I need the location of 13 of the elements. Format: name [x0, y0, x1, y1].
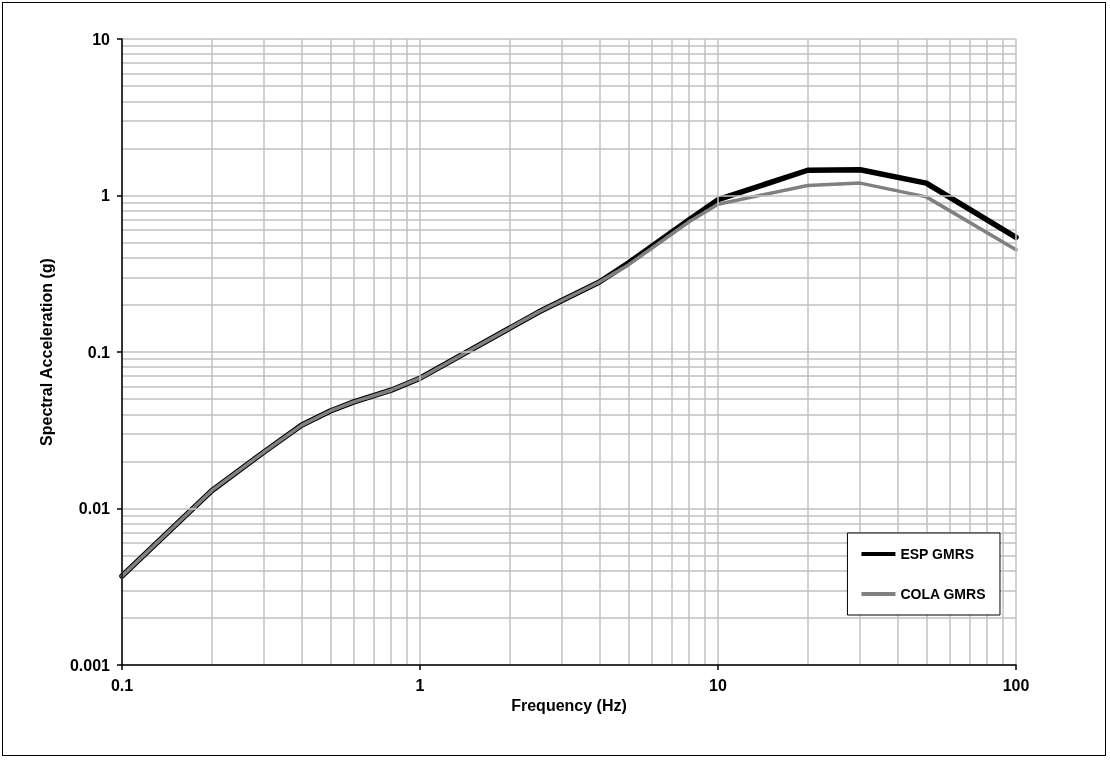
- y-axis-title: Spectral Acceleration (g): [37, 258, 55, 446]
- y-tick-label: 0.01: [78, 500, 111, 517]
- y-tick-label: 10: [92, 30, 111, 48]
- y-tick-label: 0.1: [87, 343, 111, 361]
- legend-label: ESP GMRS: [900, 546, 975, 562]
- x-tick-label: 10: [709, 676, 727, 694]
- x-tick-label: 100: [1002, 676, 1030, 694]
- x-tick-label: 0.1: [110, 676, 134, 694]
- y-tick-label: 0.001: [69, 656, 111, 674]
- legend-label: COLA GMRS: [900, 586, 986, 602]
- y-tick-label: 1: [101, 187, 111, 204]
- x-axis-title: Frequency (Hz): [511, 697, 627, 715]
- x-tick-label: 1: [415, 676, 425, 694]
